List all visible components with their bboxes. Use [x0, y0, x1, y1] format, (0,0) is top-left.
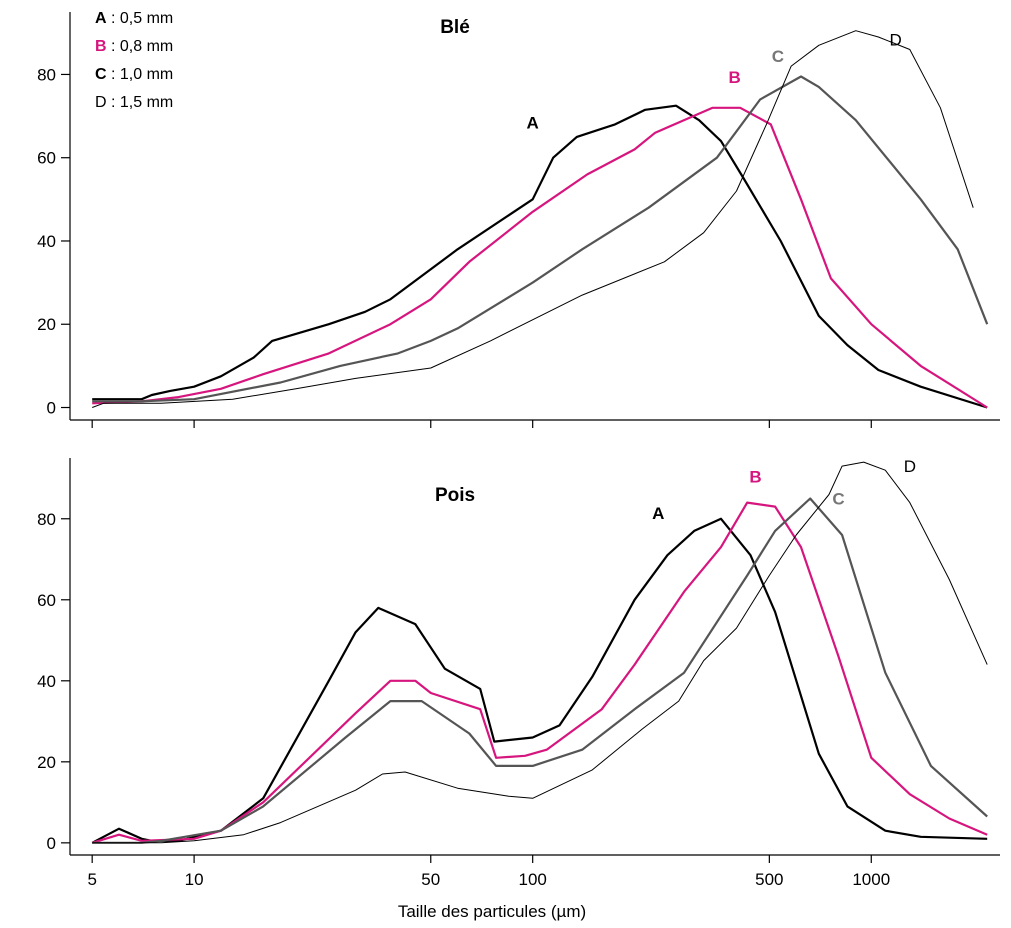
series-line-c	[92, 75, 989, 403]
series-line-b	[91, 501, 988, 844]
x-tick-label: 500	[755, 870, 783, 889]
x-tick-label: 1000	[852, 870, 890, 889]
legend-key: A	[95, 10, 107, 27]
chart-title: Pois	[435, 485, 475, 506]
y-tick-label: 20	[37, 315, 56, 334]
series-line-d	[92, 461, 988, 844]
y-tick-label: 80	[37, 65, 56, 84]
pois-panel: 0 20 40 60 80 5 10 50 100 500 1000 Pois Taille des p…	[37, 457, 1000, 921]
y-tick-label: 0	[47, 834, 56, 853]
legend-key: B	[95, 38, 107, 55]
series-line-b	[92, 106, 988, 409]
legend-text: : 0,8 mm	[107, 38, 174, 55]
legend-item: D : 1,5 mm	[95, 94, 173, 111]
legend: A : 0,5 mmB : 0,8 mmC : 1,0 mmD : 1,5 mm	[95, 10, 173, 111]
y-tick-label: 40	[37, 232, 56, 251]
series-label-b: B	[749, 467, 761, 486]
y-tick-label: 60	[37, 591, 56, 610]
series-label-b: B	[729, 68, 741, 87]
x-tick-label: 10	[185, 870, 204, 889]
y-tick-label: 40	[37, 672, 56, 691]
legend-text: : 1,0 mm	[107, 66, 174, 83]
x-tick-label: 5	[87, 870, 96, 889]
legend-key: D	[95, 94, 107, 111]
series-line-d	[92, 30, 974, 408]
x-axis-label: Taille des particules (µm)	[398, 902, 586, 921]
series-label-d: D	[889, 30, 901, 49]
series-line-a	[92, 104, 988, 409]
chart-title: Blé	[440, 17, 470, 38]
series-label-c: C	[772, 47, 784, 66]
y-tick-label: 80	[37, 510, 56, 529]
series-line-a	[91, 517, 988, 844]
legend-item: A : 0,5 mm	[95, 10, 173, 27]
series-label-c: C	[832, 490, 844, 509]
y-tick-label: 0	[47, 399, 56, 418]
series-line-c	[92, 497, 988, 844]
legend-text: : 0,5 mm	[107, 10, 174, 27]
legend-text: : 1,5 mm	[107, 94, 174, 111]
series-label-d: D	[904, 457, 916, 476]
x-tick-label: 50	[421, 870, 440, 889]
y-tick-label: 20	[37, 753, 56, 772]
legend-item: B : 0,8 mm	[95, 38, 173, 55]
series-label-a: A	[652, 504, 664, 523]
legend-key: C	[95, 66, 107, 83]
x-tick-label: 100	[518, 870, 546, 889]
y-tick-label: 60	[37, 149, 56, 168]
legend-item: C : 1,0 mm	[95, 66, 173, 83]
series-label-a: A	[527, 114, 539, 133]
